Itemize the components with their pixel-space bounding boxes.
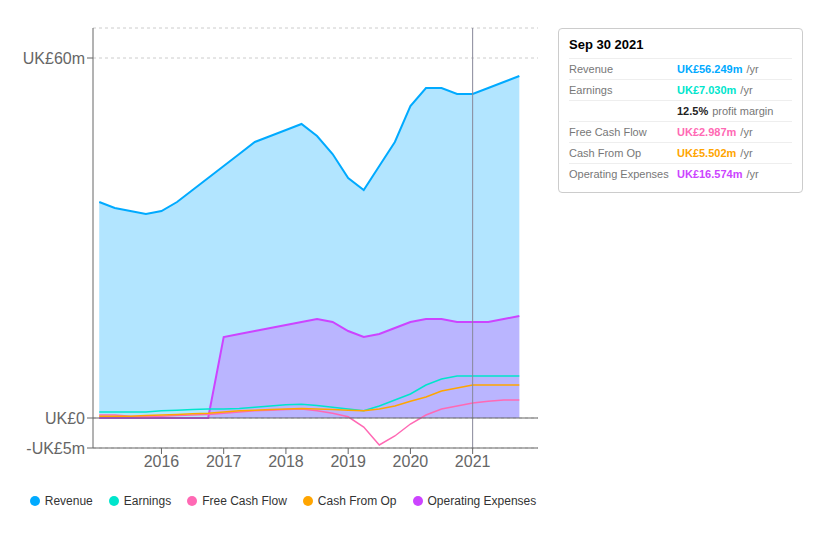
svg-text:2017: 2017 [206, 453, 242, 470]
html-text:UK£7.030m /yr: UK£7.030m /yr [677, 84, 753, 96]
html-text:Revenue: Revenue [569, 63, 613, 75]
html-text:UK£5.502m /yr: UK£5.502m /yr [677, 147, 753, 159]
html-text:Revenue: Revenue [44, 494, 93, 508]
html-text:Cash From Op: Cash From Op [317, 494, 397, 508]
html-text:Sep 30 2021: Sep 30 2021 [569, 37, 644, 52]
html-text:UK£56.249m /yr: UK£56.249m /yr [677, 63, 759, 75]
svg-text:-UK£5m: -UK£5m [26, 440, 85, 457]
html-text:Earnings: Earnings [569, 84, 613, 96]
html-text:Free Cash Flow: Free Cash Flow [569, 126, 647, 138]
svg-text:2019: 2019 [330, 453, 366, 470]
svg-text:2016: 2016 [144, 453, 180, 470]
html-text:12.5% profit margin: 12.5% profit margin [677, 105, 774, 117]
html-text:UK£2.987m /yr: UK£2.987m /yr [677, 126, 753, 138]
svg-text:UK£60m: UK£60m [23, 50, 85, 67]
svg-text:UK£0: UK£0 [45, 410, 85, 427]
svg-text:2021: 2021 [455, 453, 491, 470]
svg-text:2018: 2018 [268, 453, 304, 470]
svg-text:2020: 2020 [393, 453, 429, 470]
html-text:Operating Expenses: Operating Expenses [569, 168, 669, 180]
html-text:Operating Expenses: Operating Expenses [427, 494, 537, 508]
html-text:Free Cash Flow: Free Cash Flow [202, 494, 287, 508]
html-text:Cash From Op: Cash From Op [569, 147, 642, 159]
html-text:UK£16.574m /yr: UK£16.574m /yr [677, 168, 759, 180]
html-text:Earnings: Earnings [123, 494, 172, 508]
